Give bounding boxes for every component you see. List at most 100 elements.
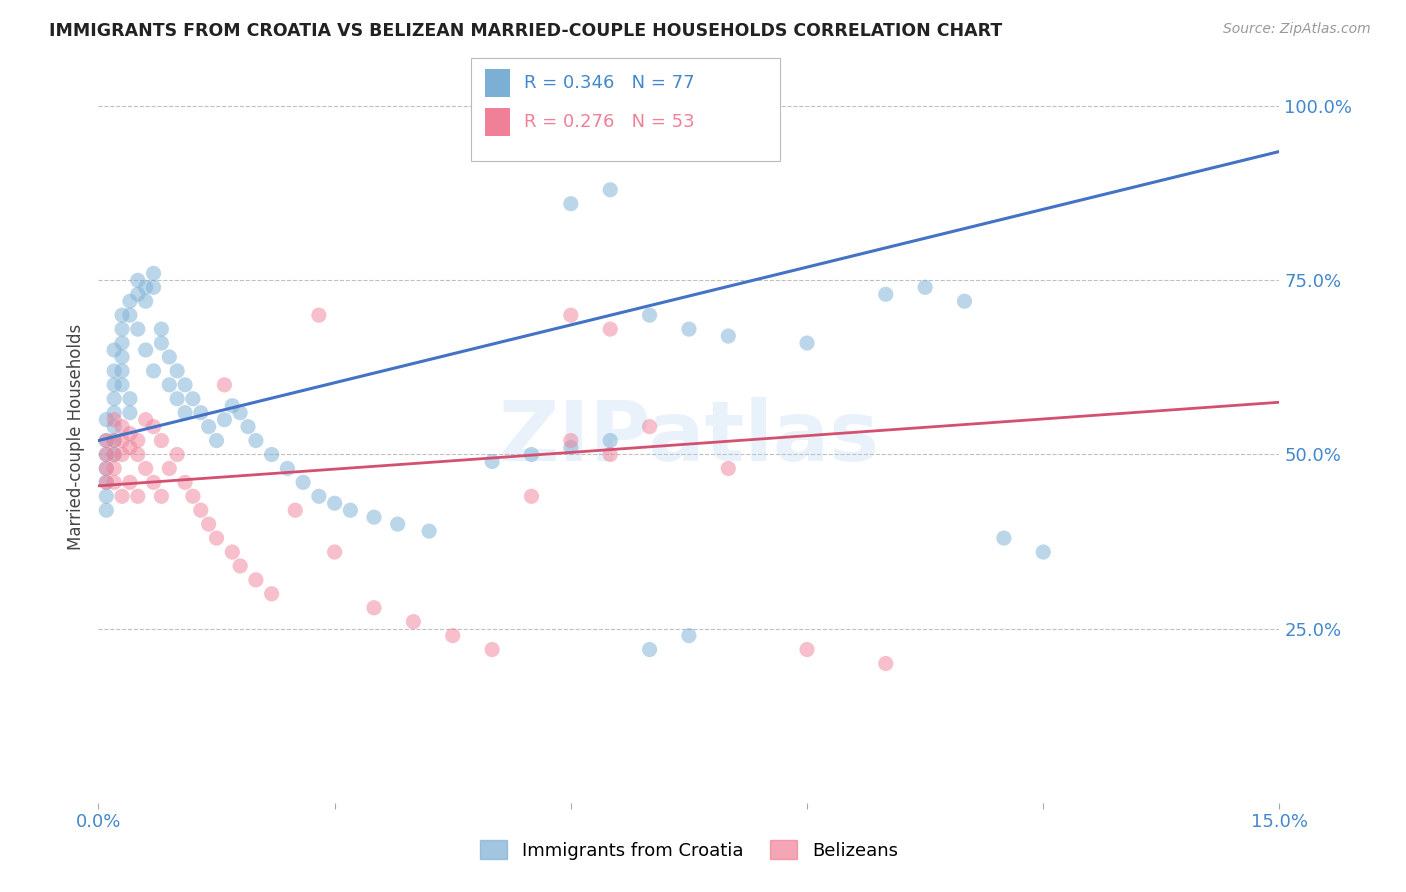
Point <box>103 392 125 406</box>
Point <box>214 377 236 392</box>
Point <box>245 434 267 448</box>
Point <box>953 294 976 309</box>
Point <box>717 329 740 343</box>
Point <box>181 489 204 503</box>
Point <box>111 364 134 378</box>
Point <box>118 426 141 441</box>
Legend: Immigrants from Croatia, Belizeans: Immigrants from Croatia, Belizeans <box>472 833 905 867</box>
Point <box>150 434 173 448</box>
Point <box>135 461 157 475</box>
Point <box>118 441 141 455</box>
Point <box>96 412 118 426</box>
Point <box>111 489 134 503</box>
Point <box>638 642 661 657</box>
Point <box>142 280 165 294</box>
Point <box>103 448 125 462</box>
Point <box>214 412 236 426</box>
Point <box>441 629 464 643</box>
Point <box>111 322 134 336</box>
Point <box>142 266 165 280</box>
Point <box>157 377 180 392</box>
Point <box>96 448 118 462</box>
Text: R = 0.276   N = 53: R = 0.276 N = 53 <box>524 113 695 131</box>
Point <box>111 434 134 448</box>
Point <box>150 336 173 351</box>
Point <box>875 287 897 301</box>
Point <box>560 308 582 322</box>
Point <box>150 489 173 503</box>
Point <box>276 461 298 475</box>
Point <box>103 434 125 448</box>
Point <box>236 419 259 434</box>
Point <box>103 364 125 378</box>
Point <box>166 392 188 406</box>
Point <box>111 377 134 392</box>
Point <box>308 489 330 503</box>
Point <box>190 503 212 517</box>
Point <box>174 377 197 392</box>
Point <box>339 503 361 517</box>
Point <box>560 196 582 211</box>
Point <box>260 587 283 601</box>
Y-axis label: Married-couple Households: Married-couple Households <box>66 324 84 550</box>
Point <box>96 489 118 503</box>
Point <box>127 287 149 301</box>
Point <box>103 343 125 357</box>
Point <box>135 343 157 357</box>
Point <box>205 531 228 545</box>
Text: ZIPatlas: ZIPatlas <box>499 397 879 477</box>
Point <box>174 406 197 420</box>
Point <box>142 419 165 434</box>
Point <box>157 461 180 475</box>
Point <box>221 399 243 413</box>
Point <box>150 322 173 336</box>
Point <box>229 406 252 420</box>
Point <box>157 350 180 364</box>
Point <box>190 406 212 420</box>
Point <box>914 280 936 294</box>
Point <box>717 461 740 475</box>
Text: Source: ZipAtlas.com: Source: ZipAtlas.com <box>1223 22 1371 37</box>
Point <box>103 475 125 490</box>
Point <box>96 461 118 475</box>
Point <box>174 475 197 490</box>
Point <box>96 475 118 490</box>
Point <box>599 434 621 448</box>
Point <box>135 280 157 294</box>
Point <box>96 475 118 490</box>
Point <box>308 308 330 322</box>
Point <box>1032 545 1054 559</box>
Point <box>181 392 204 406</box>
Point <box>560 441 582 455</box>
Point <box>142 364 165 378</box>
Point <box>103 434 125 448</box>
Point <box>638 419 661 434</box>
Point <box>118 294 141 309</box>
Point <box>103 419 125 434</box>
Point <box>127 322 149 336</box>
Point <box>245 573 267 587</box>
Point <box>363 600 385 615</box>
Point <box>96 461 118 475</box>
Point <box>560 434 582 448</box>
Point <box>678 629 700 643</box>
Point <box>197 419 219 434</box>
Point <box>221 545 243 559</box>
Point <box>197 517 219 532</box>
Point <box>127 489 149 503</box>
Point <box>118 308 141 322</box>
Point <box>599 183 621 197</box>
Point <box>127 273 149 287</box>
Point <box>142 475 165 490</box>
Point <box>135 294 157 309</box>
Point <box>678 322 700 336</box>
Point <box>127 448 149 462</box>
Point <box>993 531 1015 545</box>
Text: IMMIGRANTS FROM CROATIA VS BELIZEAN MARRIED-COUPLE HOUSEHOLDS CORRELATION CHART: IMMIGRANTS FROM CROATIA VS BELIZEAN MARR… <box>49 22 1002 40</box>
Point <box>96 434 118 448</box>
Point <box>135 412 157 426</box>
Point <box>127 434 149 448</box>
Point <box>111 419 134 434</box>
Point <box>481 642 503 657</box>
Text: R = 0.346   N = 77: R = 0.346 N = 77 <box>524 74 695 92</box>
